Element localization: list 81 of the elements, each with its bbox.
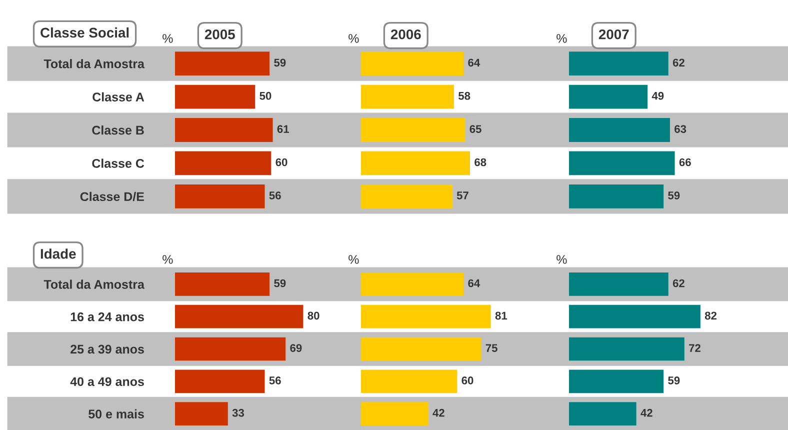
data-label: 56 bbox=[269, 192, 281, 200]
bar bbox=[361, 370, 458, 394]
bar bbox=[175, 304, 304, 328]
bar bbox=[569, 118, 670, 142]
bar bbox=[175, 84, 256, 109]
y-tick-label: Classe C bbox=[92, 158, 144, 168]
text: % bbox=[556, 34, 567, 43]
data-label: 61 bbox=[277, 125, 289, 133]
bar bbox=[175, 118, 273, 142]
data-label: 63 bbox=[674, 125, 686, 133]
data-label: 64 bbox=[468, 279, 480, 288]
chart-title: 2007 bbox=[598, 29, 629, 40]
bar bbox=[569, 337, 684, 361]
bar bbox=[569, 402, 636, 426]
y-tick-label: 25 a 39 anos bbox=[70, 344, 144, 354]
data-label: 75 bbox=[486, 344, 498, 352]
data-label: 80 bbox=[308, 312, 320, 320]
bar bbox=[361, 402, 428, 426]
text: % bbox=[556, 255, 567, 264]
data-label: 59 bbox=[274, 279, 286, 288]
text: Idade bbox=[40, 248, 76, 259]
data-label: 50 bbox=[260, 92, 272, 100]
data-label: 72 bbox=[689, 344, 700, 352]
bar bbox=[569, 272, 668, 296]
bar bbox=[361, 118, 466, 142]
bar bbox=[361, 184, 452, 208]
bar bbox=[361, 151, 470, 176]
chart-title: 2005 bbox=[204, 29, 235, 40]
bar bbox=[569, 52, 668, 76]
bar bbox=[175, 272, 270, 296]
bar bbox=[361, 272, 464, 296]
y-tick-label: Total da Amostra bbox=[44, 59, 145, 68]
data-label: 62 bbox=[672, 279, 684, 288]
bar bbox=[569, 151, 675, 176]
bar bbox=[361, 304, 491, 328]
y-tick-label: 16 a 24 anos bbox=[70, 312, 144, 322]
y-tick-label: 40 a 49 anos bbox=[70, 377, 144, 386]
bar bbox=[175, 402, 228, 426]
text: % bbox=[162, 255, 173, 264]
data-label: 59 bbox=[274, 58, 286, 67]
bar bbox=[361, 52, 464, 76]
data-label: 65 bbox=[470, 125, 482, 133]
bar bbox=[175, 151, 272, 176]
y-tick-label: Total da Amostra bbox=[44, 280, 145, 289]
bar bbox=[175, 184, 265, 208]
data-label: 66 bbox=[679, 158, 691, 166]
bar bbox=[175, 337, 286, 361]
bar bbox=[569, 304, 700, 328]
data-label: 58 bbox=[458, 92, 470, 100]
text: % bbox=[162, 34, 173, 43]
chart-subtitle: Classe Social bbox=[40, 27, 129, 38]
text: % bbox=[348, 34, 359, 43]
bar bbox=[361, 337, 482, 361]
data-label: 62 bbox=[672, 58, 684, 67]
data-label: 42 bbox=[640, 408, 652, 417]
data-label: 69 bbox=[290, 344, 302, 352]
data-label: 81 bbox=[495, 312, 508, 320]
bar bbox=[175, 52, 270, 76]
data-label: 57 bbox=[456, 192, 468, 200]
bar bbox=[569, 184, 664, 208]
bar bbox=[569, 370, 664, 394]
y-tick-label: Classe D/E bbox=[80, 192, 144, 202]
y-tick-label: 50 e mais bbox=[88, 409, 144, 418]
data-label: 33 bbox=[232, 408, 244, 417]
data-label: 59 bbox=[668, 376, 680, 384]
data-label: 49 bbox=[652, 92, 664, 100]
bar bbox=[361, 84, 454, 109]
data-label: 42 bbox=[432, 408, 444, 417]
y-tick-label: Classe A bbox=[92, 92, 144, 102]
data-label: 64 bbox=[468, 58, 480, 67]
data-label: 82 bbox=[704, 312, 717, 320]
data-label: 68 bbox=[474, 158, 486, 166]
bar bbox=[569, 84, 648, 109]
chart-title: 2006 bbox=[390, 29, 421, 40]
y-tick-label: Classe B bbox=[92, 125, 144, 135]
data-label: 60 bbox=[462, 376, 474, 384]
bar bbox=[175, 370, 265, 394]
data-label: 60 bbox=[276, 158, 288, 166]
data-label: 59 bbox=[668, 192, 680, 200]
data-label: 56 bbox=[269, 376, 281, 384]
text: % bbox=[348, 255, 359, 264]
